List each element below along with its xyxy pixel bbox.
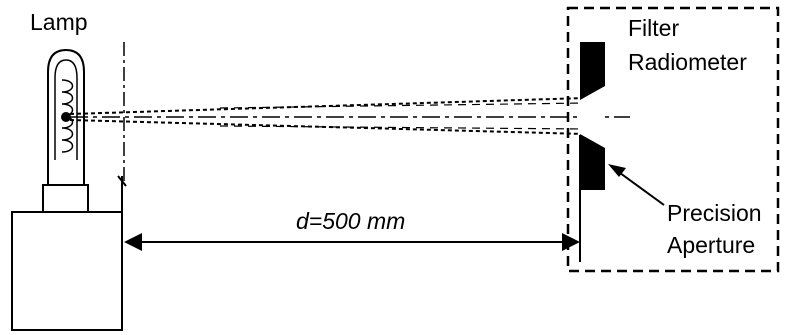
filter-label: Filter: [628, 15, 679, 41]
lamp-housing: [11, 211, 123, 331]
dimension-arrow-right: [562, 233, 580, 251]
aperture-label: Aperture: [667, 232, 755, 258]
dimension-arrow-left: [124, 233, 142, 251]
housing-top-edge: [117, 175, 127, 187]
lamp-base: [42, 184, 89, 213]
radiometer-enclosure: [566, 6, 780, 273]
aperture-pointer: [615, 169, 665, 206]
precision-label: Precision: [667, 200, 762, 226]
light-beam: [69, 97, 630, 135]
aperture-opening: [580, 86, 605, 148]
lamp-label: Lamp: [30, 9, 88, 35]
lamp-filament-center: [61, 112, 71, 122]
aperture-pointer-arrowhead: [608, 164, 626, 177]
distance-label: d=500 mm: [296, 208, 405, 234]
distance-dimension: [124, 233, 580, 251]
radiometer-label: Radiometer: [628, 49, 747, 75]
